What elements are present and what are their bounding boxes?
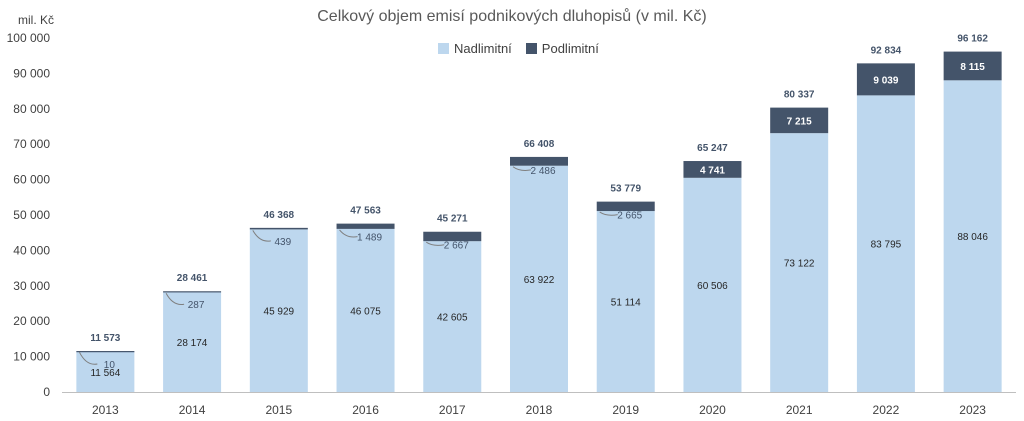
bar-podlimitni xyxy=(770,107,829,134)
leader-line xyxy=(339,229,358,238)
data-label-total: 80 337 xyxy=(784,90,815,101)
leader-line xyxy=(426,241,445,246)
x-tick-label: 2018 xyxy=(526,403,553,417)
data-label-total: 11 573 xyxy=(90,333,120,344)
x-tick-label: 2021 xyxy=(786,403,813,417)
x-tick-label: 2020 xyxy=(699,403,726,417)
bar-nadlimitni xyxy=(683,177,742,392)
y-tick-label: 90 000 xyxy=(13,66,50,80)
y-tick-label: 80 000 xyxy=(13,102,50,116)
bar-nadlimitni xyxy=(770,133,829,392)
legend: Nadlimitní Podlimitní xyxy=(438,41,613,56)
data-label-nadlimitni: 45 929 xyxy=(264,307,295,318)
bar-nadlimitni xyxy=(249,229,308,392)
legend-item-podlimitni: Podlimitní xyxy=(525,41,599,56)
bar-nadlimitni xyxy=(596,211,655,392)
y-tick-label: 20 000 xyxy=(13,314,50,328)
data-label-total: 47 563 xyxy=(350,206,381,217)
data-label-total: 92 834 xyxy=(871,45,902,56)
data-label-nadlimitni: 60 506 xyxy=(697,281,728,292)
legend-label-nadlimitni: Nadlimitní xyxy=(454,41,512,56)
data-label-podlimitni: 9 039 xyxy=(873,75,898,86)
bar-podlimitni xyxy=(596,201,655,212)
data-label-podlimitni: 4 741 xyxy=(700,165,725,176)
data-label-total: 28 461 xyxy=(177,273,208,284)
data-label-podlimitni: 2 486 xyxy=(530,166,555,177)
bar-nadlimitni xyxy=(163,292,222,392)
x-tick-label: 2016 xyxy=(352,403,379,417)
data-label-total: 65 247 xyxy=(697,143,728,154)
bar-nadlimitni xyxy=(510,165,568,392)
data-label-nadlimitni: 42 605 xyxy=(437,313,468,324)
leader-line xyxy=(165,293,185,306)
leader-line xyxy=(252,230,271,242)
data-label-nadlimitni: 11 564 xyxy=(90,368,120,379)
data-label-nadlimitni: 63 922 xyxy=(524,275,555,286)
y-axis-unit-label: mil. Kč xyxy=(18,13,54,27)
leader-line xyxy=(512,166,532,171)
leader-line xyxy=(599,211,618,216)
bar-podlimitni xyxy=(76,351,135,353)
chart-title: Celkový objem emisí podnikových dluhopis… xyxy=(317,8,707,25)
bar-nadlimitni xyxy=(76,351,135,392)
x-tick-label: 2019 xyxy=(612,403,639,417)
bar-nadlimitni xyxy=(943,80,1002,392)
bar-podlimitni xyxy=(683,161,742,178)
data-label-podlimitni: 439 xyxy=(274,237,291,248)
bar-podlimitni xyxy=(336,223,395,229)
y-tick-label: 70 000 xyxy=(13,137,50,151)
data-label-nadlimitni: 51 114 xyxy=(611,298,641,309)
data-label-nadlimitni: 28 174 xyxy=(177,338,208,349)
bar-podlimitni xyxy=(163,291,222,293)
y-tick-label: 100 000 xyxy=(7,31,51,45)
bar-nadlimitni xyxy=(423,241,482,392)
data-label-nadlimitni: 88 046 xyxy=(957,232,988,243)
data-label-total: 53 779 xyxy=(610,184,641,195)
y-tick-label: 40 000 xyxy=(13,243,50,257)
bar-podlimitni xyxy=(856,63,915,96)
y-tick-label: 30 000 xyxy=(13,279,50,293)
data-label-podlimitni: 1 489 xyxy=(357,233,382,244)
bar-nadlimitni xyxy=(336,228,395,392)
data-label-podlimitni: 2 667 xyxy=(444,241,469,252)
leader-line xyxy=(78,351,98,365)
y-tick-label: 10 000 xyxy=(13,350,50,364)
y-tick-label: 60 000 xyxy=(13,173,50,187)
bar-nadlimitni xyxy=(856,95,915,393)
legend-item-nadlimitni: Nadlimitní xyxy=(438,41,512,56)
data-label-nadlimitni: 73 122 xyxy=(784,259,815,270)
bar-podlimitni xyxy=(943,51,1002,81)
x-tick-label: 2013 xyxy=(92,403,119,417)
data-label-total: 45 271 xyxy=(437,214,468,225)
data-label-nadlimitni: 46 075 xyxy=(350,306,381,317)
x-tick-label: 2015 xyxy=(265,403,292,417)
data-label-total: 96 162 xyxy=(957,34,988,45)
data-label-podlimitni: 10 xyxy=(104,360,116,371)
data-label-podlimitni: 7 215 xyxy=(787,116,812,127)
x-tick-label: 2017 xyxy=(439,403,466,417)
data-label-nadlimitni: 83 795 xyxy=(871,240,902,251)
x-tick-label: 2023 xyxy=(959,403,986,417)
x-tick-label: 2022 xyxy=(873,403,900,417)
x-tick-label: 2014 xyxy=(179,403,206,417)
bar-podlimitni xyxy=(423,231,482,242)
data-label-podlimitni: 287 xyxy=(188,300,205,311)
data-label-podlimitni: 8 115 xyxy=(960,62,985,73)
y-tick-label: 0 xyxy=(43,385,50,399)
legend-label-podlimitni: Podlimitní xyxy=(541,41,599,56)
bar-podlimitni xyxy=(510,156,568,166)
legend-swatch-podlimitni xyxy=(525,43,537,54)
data-label-total: 66 408 xyxy=(524,139,555,150)
data-label-total: 46 368 xyxy=(264,210,295,221)
legend-swatch-nadlimitni xyxy=(438,43,449,54)
y-tick-label: 50 000 xyxy=(13,208,50,222)
bar-podlimitni xyxy=(249,227,308,230)
data-label-podlimitni: 2 665 xyxy=(617,211,642,222)
